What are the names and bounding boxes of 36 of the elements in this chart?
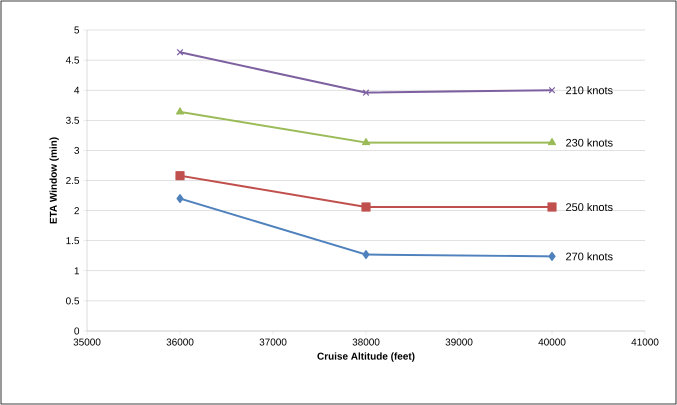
y-tick-label: 0 [74, 327, 80, 335]
point [176, 194, 184, 204]
x-tick-label: 35000 [74, 338, 100, 346]
y-tick-label: 2.5 [66, 176, 80, 184]
series-label: 210 knots [566, 86, 613, 94]
x-tick-label: 40000 [538, 338, 566, 346]
point [547, 202, 557, 212]
y-tick-label: 4 [74, 86, 80, 94]
y-tick-label: 1.5 [66, 237, 80, 244]
x-tick-label: 36000 [166, 338, 194, 346]
x-tick-label: 37000 [260, 338, 286, 346]
point [175, 171, 185, 180]
x-tick-label: 38000 [352, 338, 380, 346]
point [362, 89, 370, 96]
x-axis-title: Cruise Altitude (feet) [317, 352, 414, 362]
series-label: 270 knots [566, 252, 613, 260]
point [362, 138, 370, 146]
y-tick-label: 5 [74, 26, 80, 34]
point [176, 48, 184, 56]
y-axis-title: ETA Window (min) [50, 137, 59, 224]
point [548, 252, 556, 261]
y-tick-label: 3.5 [66, 116, 80, 124]
point [548, 138, 556, 146]
x-tick-label: 41000 [631, 338, 658, 346]
point [176, 107, 184, 114]
y-tick-label: 0.5 [66, 297, 80, 304]
y-tick-label: 2 [74, 207, 79, 214]
y-tick-label: 1 [74, 267, 80, 274]
x-tick-label: 39000 [446, 338, 472, 346]
point [361, 202, 371, 212]
point [548, 86, 556, 94]
point [362, 250, 370, 260]
series-label: 250 knots [566, 202, 613, 212]
series-label: 230 knots [566, 138, 613, 147]
y-tick-label: 4.5 [66, 56, 80, 64]
y-tick-label: 3 [74, 146, 80, 154]
